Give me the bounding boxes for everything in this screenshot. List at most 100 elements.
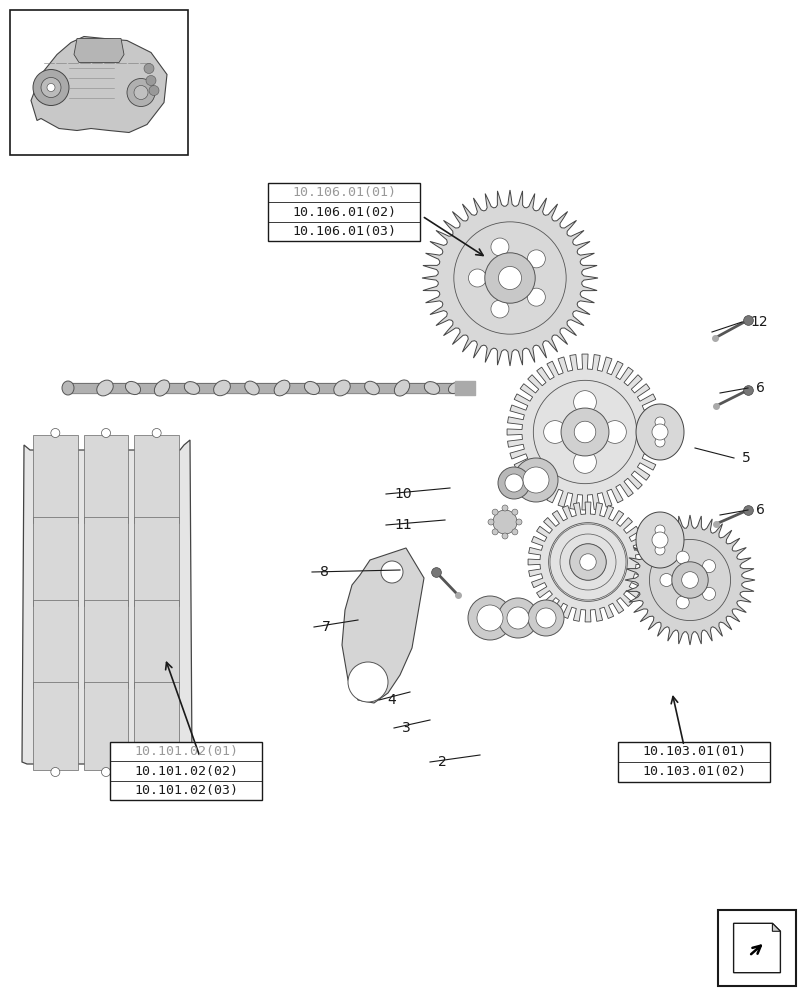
Text: 10.103.01(01): 10.103.01(01): [642, 745, 745, 758]
Circle shape: [654, 417, 664, 427]
Circle shape: [51, 768, 60, 776]
Ellipse shape: [274, 380, 290, 396]
Circle shape: [468, 269, 486, 287]
Bar: [33, 599, 78, 688]
Text: 10.106.01(03): 10.106.01(03): [292, 225, 396, 238]
Circle shape: [47, 84, 55, 92]
Circle shape: [569, 544, 605, 580]
Circle shape: [702, 560, 714, 573]
Polygon shape: [422, 190, 597, 366]
Circle shape: [515, 519, 521, 525]
Circle shape: [476, 605, 502, 631]
Circle shape: [491, 300, 508, 318]
Circle shape: [501, 505, 508, 511]
Ellipse shape: [97, 380, 113, 396]
Text: 5: 5: [741, 451, 750, 465]
Ellipse shape: [448, 382, 461, 394]
Circle shape: [649, 539, 730, 621]
Circle shape: [511, 529, 517, 535]
Circle shape: [526, 288, 545, 306]
Circle shape: [380, 561, 402, 583]
Text: 10.101.02(02): 10.101.02(02): [134, 764, 238, 778]
Bar: [33, 435, 78, 523]
Circle shape: [549, 524, 625, 600]
Circle shape: [579, 554, 595, 570]
Bar: [10, 10, 188, 155]
Circle shape: [467, 596, 512, 640]
Circle shape: [491, 509, 497, 515]
Text: 11: 11: [393, 518, 411, 532]
Bar: [84, 599, 128, 688]
Ellipse shape: [154, 380, 169, 396]
Text: 6: 6: [755, 381, 764, 395]
Circle shape: [134, 86, 148, 100]
Circle shape: [577, 552, 597, 572]
Polygon shape: [74, 39, 124, 63]
Circle shape: [487, 519, 493, 525]
Ellipse shape: [213, 380, 230, 396]
Circle shape: [535, 608, 556, 628]
Text: 10.106.01(02): 10.106.01(02): [292, 206, 396, 219]
Circle shape: [101, 768, 110, 776]
Circle shape: [152, 768, 161, 776]
Polygon shape: [506, 354, 662, 510]
Ellipse shape: [184, 382, 200, 394]
Bar: [109, 742, 262, 800]
Circle shape: [41, 78, 61, 98]
Circle shape: [501, 533, 508, 539]
Ellipse shape: [62, 381, 74, 395]
Text: 10.103.01(02): 10.103.01(02): [642, 766, 745, 778]
Bar: [84, 435, 128, 523]
Circle shape: [144, 64, 154, 74]
Polygon shape: [771, 923, 779, 931]
Circle shape: [651, 424, 667, 440]
Ellipse shape: [125, 381, 140, 395]
Circle shape: [504, 474, 522, 492]
Circle shape: [671, 562, 707, 598]
Ellipse shape: [394, 380, 409, 396]
Circle shape: [543, 421, 566, 443]
Ellipse shape: [364, 381, 379, 395]
Ellipse shape: [424, 382, 439, 394]
Polygon shape: [341, 548, 423, 703]
Circle shape: [152, 428, 161, 438]
Polygon shape: [31, 37, 167, 133]
Circle shape: [491, 238, 508, 256]
Circle shape: [506, 607, 528, 629]
Circle shape: [33, 70, 69, 106]
Circle shape: [560, 534, 616, 590]
Circle shape: [676, 596, 689, 609]
Ellipse shape: [304, 381, 320, 395]
Circle shape: [101, 428, 110, 438]
Bar: [84, 682, 128, 770]
Text: 4: 4: [387, 693, 395, 707]
Bar: [717, 910, 795, 986]
Text: 8: 8: [320, 565, 328, 579]
Text: 10.101.02(01): 10.101.02(01): [134, 745, 238, 758]
Circle shape: [676, 551, 689, 564]
Polygon shape: [527, 502, 647, 622]
Circle shape: [491, 529, 497, 535]
Circle shape: [569, 544, 606, 580]
Bar: [134, 682, 178, 770]
Circle shape: [146, 76, 156, 86]
Circle shape: [522, 467, 548, 493]
Circle shape: [654, 545, 664, 555]
Circle shape: [702, 587, 714, 600]
Bar: [134, 435, 178, 523]
Circle shape: [654, 525, 664, 535]
Text: 3: 3: [401, 721, 410, 735]
Text: 2: 2: [437, 755, 446, 769]
Circle shape: [51, 428, 60, 438]
Bar: [33, 682, 78, 770]
Circle shape: [497, 598, 538, 638]
Circle shape: [498, 266, 521, 290]
Bar: [84, 517, 128, 605]
Text: 6: 6: [755, 503, 764, 517]
Polygon shape: [22, 440, 191, 764]
Bar: [134, 517, 178, 605]
Polygon shape: [624, 515, 754, 645]
Circle shape: [573, 451, 595, 473]
Circle shape: [573, 391, 595, 413]
Ellipse shape: [333, 380, 350, 396]
